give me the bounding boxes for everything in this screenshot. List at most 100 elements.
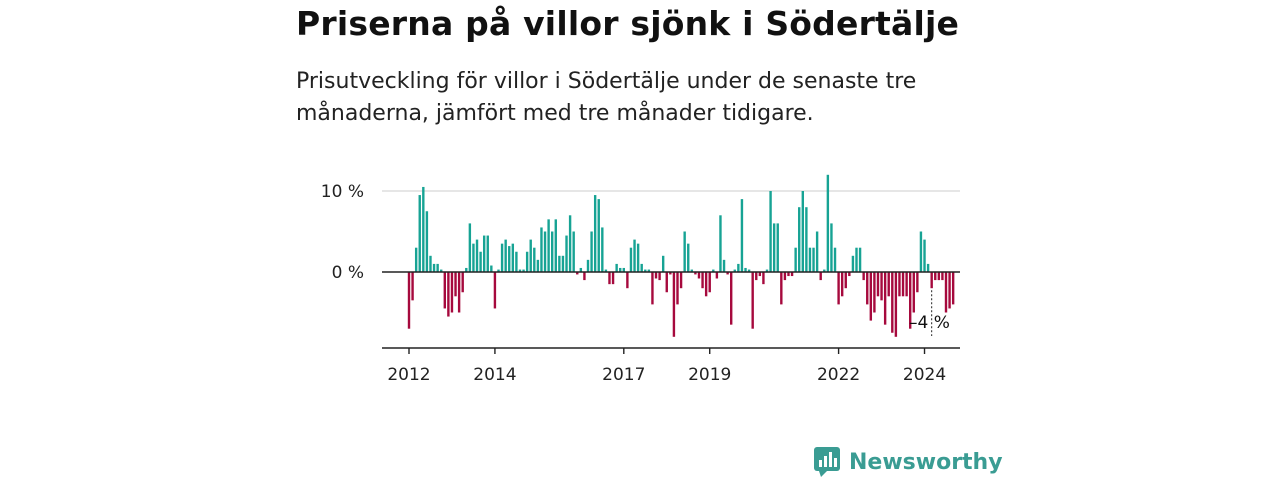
bar — [826, 174, 830, 272]
bar — [883, 272, 887, 325]
bar — [432, 263, 436, 272]
bar — [536, 259, 540, 272]
bar — [823, 269, 826, 272]
bar — [790, 272, 794, 277]
bar — [414, 247, 418, 272]
bar — [493, 272, 497, 309]
bar — [704, 272, 708, 297]
bar — [654, 272, 658, 279]
newsworthy-logo-icon — [814, 447, 840, 477]
bar — [916, 272, 919, 293]
bar — [819, 272, 822, 281]
bar — [926, 263, 930, 272]
bar — [862, 272, 865, 281]
bar — [701, 272, 704, 289]
bar — [712, 269, 715, 272]
x-tick-label: 2014 — [473, 365, 516, 385]
bar — [468, 223, 472, 272]
bar — [801, 191, 804, 272]
bar — [783, 272, 787, 281]
bar — [941, 272, 944, 281]
bar — [500, 243, 504, 272]
bar — [540, 227, 543, 272]
bar — [776, 223, 779, 272]
bar — [765, 269, 769, 272]
bar — [636, 243, 640, 272]
bar — [755, 272, 758, 281]
bar — [457, 272, 461, 313]
bar — [951, 272, 955, 305]
bar — [851, 255, 855, 272]
bar — [597, 199, 600, 272]
bar — [407, 272, 411, 329]
bar — [651, 272, 654, 305]
bar — [887, 272, 890, 297]
bar — [837, 272, 840, 305]
bar — [762, 272, 765, 285]
y-tick-label: 10 % — [321, 182, 364, 202]
bar — [522, 269, 525, 272]
bar — [533, 247, 536, 272]
bar — [622, 267, 625, 272]
bar — [730, 272, 733, 325]
bar — [411, 272, 414, 301]
bar — [504, 239, 507, 272]
bar — [694, 272, 697, 275]
bar — [486, 235, 489, 272]
annotation-label: –4 % — [909, 313, 950, 333]
bar — [611, 272, 615, 285]
x-tick-label: 2017 — [602, 365, 645, 385]
bar — [848, 272, 851, 277]
bar — [425, 211, 429, 272]
bar — [615, 263, 618, 272]
bar — [780, 272, 783, 305]
bar — [475, 239, 479, 272]
bar — [644, 269, 647, 272]
bar — [672, 272, 676, 337]
bar — [894, 272, 898, 337]
bar — [608, 272, 611, 285]
bar — [633, 239, 636, 272]
bar — [769, 191, 772, 272]
bar — [901, 272, 905, 297]
bar — [891, 272, 894, 333]
bar — [590, 231, 593, 272]
bar — [858, 247, 862, 272]
bar — [808, 247, 812, 272]
bar — [855, 247, 858, 272]
bar — [482, 235, 486, 272]
newsworthy-brand[interactable]: Newsworthy — [813, 446, 1003, 478]
bar — [572, 231, 575, 272]
bar — [772, 223, 776, 272]
bar — [558, 255, 561, 272]
bar — [511, 243, 515, 272]
bar — [715, 272, 719, 279]
bar — [944, 272, 948, 313]
bar — [905, 272, 908, 297]
bar — [948, 272, 951, 309]
bar — [934, 272, 937, 281]
bar — [679, 272, 683, 289]
bar — [554, 219, 557, 272]
bar — [930, 272, 933, 289]
bar — [461, 272, 464, 293]
x-tick-label: 2012 — [387, 365, 430, 385]
bar — [551, 231, 554, 272]
bar — [876, 272, 880, 297]
bar — [744, 267, 747, 272]
bar — [866, 272, 869, 305]
x-tick-label: 2019 — [688, 365, 731, 385]
bar — [576, 272, 579, 275]
bar — [647, 269, 651, 272]
bar — [697, 272, 701, 279]
bar — [805, 207, 808, 272]
bar — [422, 186, 425, 272]
bar — [687, 243, 690, 272]
bar — [525, 251, 529, 272]
bar — [669, 272, 672, 275]
bar — [726, 272, 729, 275]
bar — [719, 215, 722, 272]
bars-layer — [407, 174, 955, 337]
bar — [787, 272, 790, 277]
bar — [479, 251, 482, 272]
